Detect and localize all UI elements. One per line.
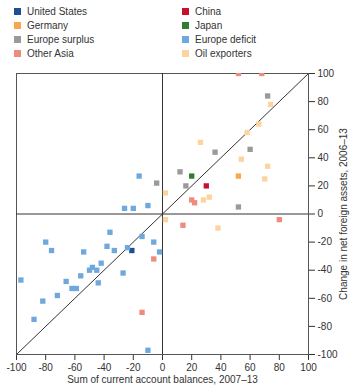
svg-text:80: 80 [274, 362, 286, 373]
html-text:Europe surplus: Europe surplus [27, 34, 95, 45]
svg-text:20: 20 [186, 362, 198, 373]
html-text:China: China [195, 6, 222, 17]
html-text:Germany: Germany [27, 20, 69, 31]
svg-text:-40: -40 [318, 264, 333, 275]
svg-text:0: 0 [318, 208, 324, 219]
svg-text:Change in net foreign assets,: Change in net foreign assets, 2006–13 [338, 128, 349, 300]
svg-text:-80: -80 [38, 362, 53, 373]
svg-text:Sum of current account balance: Sum of current account balances, 2007–13 [67, 374, 258, 385]
svg-text:-40: -40 [97, 362, 112, 373]
svg-text:60: 60 [318, 124, 330, 135]
svg-text:20: 20 [318, 180, 330, 191]
svg-text:-20: -20 [126, 362, 141, 373]
svg-text:-100: -100 [6, 362, 26, 373]
svg-text:-20: -20 [318, 236, 333, 247]
svg-text:-60: -60 [68, 362, 83, 373]
svg-text:40: 40 [215, 362, 227, 373]
html-text:United States: United States [27, 6, 87, 17]
svg-text:80: 80 [318, 96, 330, 107]
svg-text:-80: -80 [318, 321, 333, 332]
html-text:Other Asia: Other Asia [27, 48, 74, 59]
svg-text:-60: -60 [318, 293, 333, 304]
svg-text:0: 0 [160, 362, 166, 373]
html-text:Europe deficit: Europe deficit [195, 34, 257, 45]
svg-text:100: 100 [318, 68, 335, 79]
html-text:Oil exporters: Oil exporters [195, 48, 252, 59]
svg-text:-100: -100 [318, 349, 338, 360]
svg-text:100: 100 [300, 362, 317, 373]
svg-text:60: 60 [245, 362, 257, 373]
svg-text:40: 40 [318, 152, 330, 163]
html-text:Japan: Japan [195, 20, 223, 31]
